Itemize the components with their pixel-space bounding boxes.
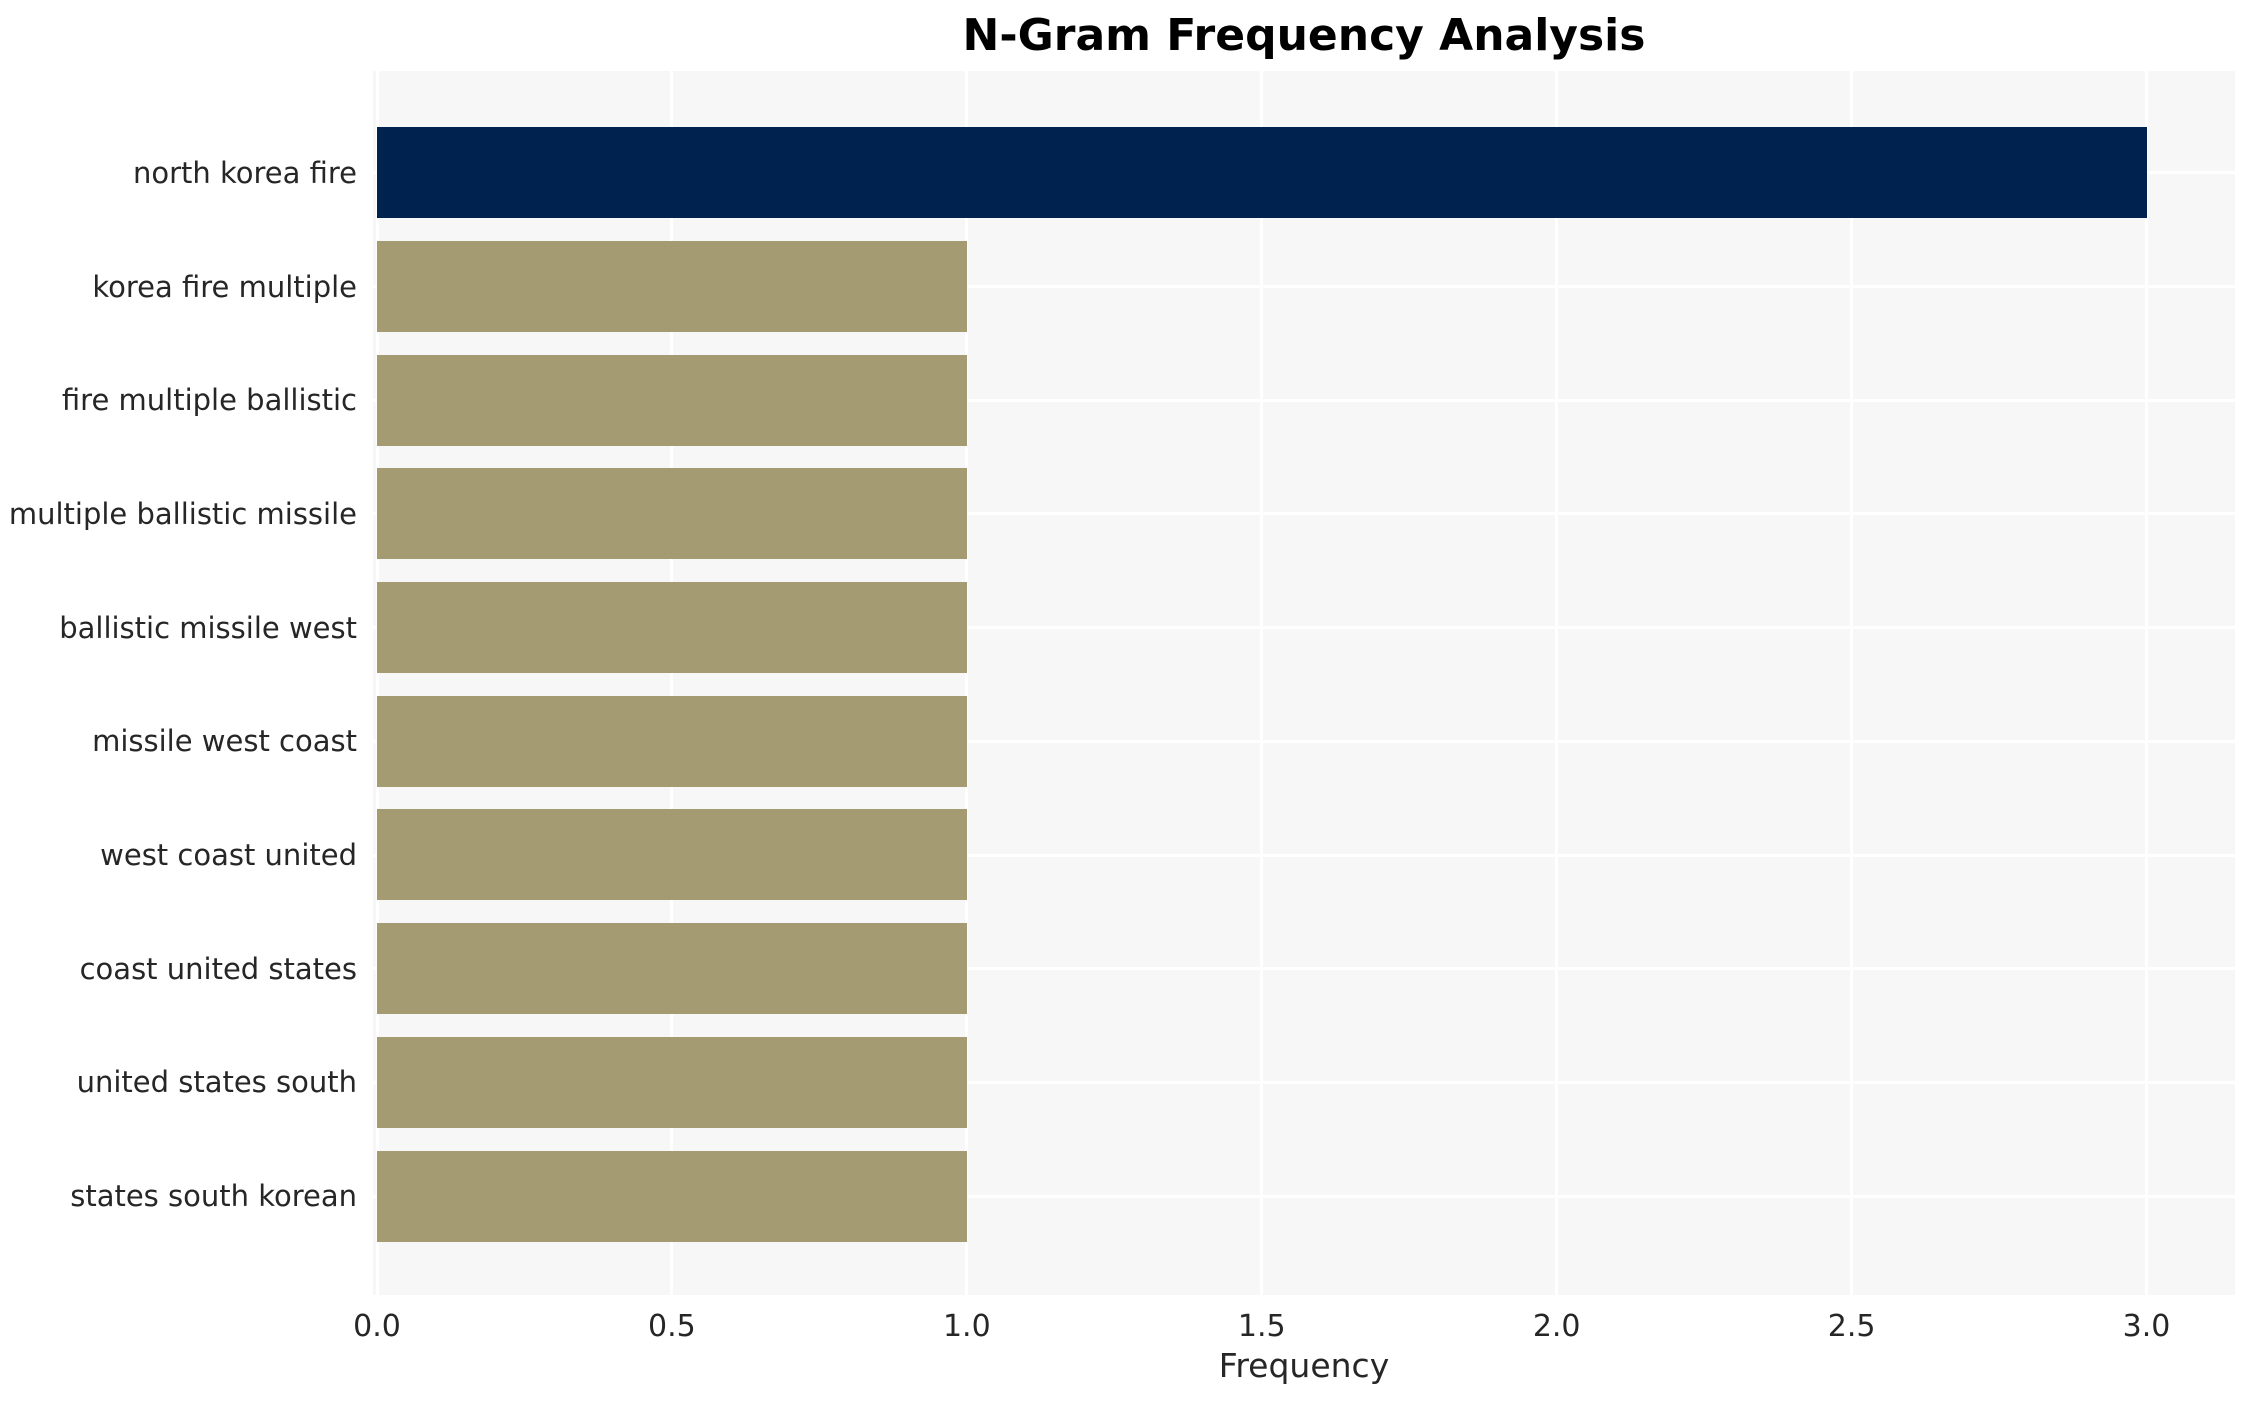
gridline-horizontal xyxy=(373,512,2235,516)
bar-row: multiple ballistic missile xyxy=(0,457,2235,571)
gridline-vertical xyxy=(1850,71,1854,1295)
y-tick-label: ballistic missile west xyxy=(59,610,357,645)
gridline-vertical xyxy=(375,71,379,1295)
bar xyxy=(377,809,967,901)
bar xyxy=(377,127,2147,219)
bar-row: ballistic missile west xyxy=(0,571,2235,685)
x-axis-ticks: 0.0 0.5 1.0 1.5 2.0 2.5 3.0 xyxy=(0,1310,2253,1350)
bar-rows: north korea fire korea fire multiple fire … xyxy=(0,71,2235,1295)
bar xyxy=(377,1036,967,1128)
y-tick-label: korea fire multiple xyxy=(92,269,357,304)
bar-row: fire multiple ballistic xyxy=(0,343,2235,457)
bar-row: north korea fire xyxy=(0,116,2235,230)
bar-row: korea fire multiple xyxy=(0,230,2235,344)
bar-row: missile west coast xyxy=(0,684,2235,798)
gridline-horizontal xyxy=(373,967,2235,971)
chart-title: N-Gram Frequency Analysis xyxy=(962,10,1646,61)
bar-row: coast united states xyxy=(0,912,2235,1026)
gridline-vertical xyxy=(965,71,969,1295)
bar-row: united states south xyxy=(0,1026,2235,1140)
x-tick-label: 3.0 xyxy=(2122,1309,2171,1344)
bar xyxy=(377,468,967,560)
y-tick-label: states south korean xyxy=(70,1179,357,1214)
y-tick-label: north korea fire xyxy=(132,155,357,190)
bar xyxy=(377,354,967,446)
gridline-vertical xyxy=(670,71,674,1295)
x-tick-label: 1.0 xyxy=(942,1309,991,1344)
gridline-horizontal xyxy=(373,1194,2235,1198)
y-tick-label: missile west coast xyxy=(92,724,357,759)
bar xyxy=(377,241,967,333)
y-tick-label: coast united states xyxy=(79,951,357,986)
gridline-horizontal xyxy=(373,853,2235,857)
y-tick-label: united states south xyxy=(76,1065,357,1100)
x-tick-label: 2.5 xyxy=(1827,1309,1876,1344)
gridline-horizontal xyxy=(373,626,2235,630)
bar xyxy=(377,1150,967,1242)
y-tick-label: west coast united xyxy=(100,837,357,872)
x-axis-title: Frequency xyxy=(1218,1346,1390,1385)
x-tick-label: 0.5 xyxy=(648,1309,696,1344)
gridline-vertical xyxy=(2145,71,2149,1295)
bar xyxy=(377,695,967,787)
y-tick-label: multiple ballistic missile xyxy=(8,496,357,531)
bar xyxy=(377,923,967,1015)
bar xyxy=(377,582,967,674)
gridline-horizontal xyxy=(373,739,2235,743)
gridline-horizontal xyxy=(373,1080,2235,1084)
gridline-horizontal xyxy=(373,398,2235,402)
gridline-vertical xyxy=(1260,71,1264,1295)
x-tick-label: 0.0 xyxy=(353,1309,401,1344)
bar-row: states south korean xyxy=(0,1139,2235,1253)
y-tick-label: fire multiple ballistic xyxy=(61,383,357,418)
x-tick-label: 2.0 xyxy=(1532,1309,1581,1344)
x-tick-label: 1.5 xyxy=(1237,1309,1286,1344)
gridline-horizontal xyxy=(373,285,2235,289)
bar-row: west coast united xyxy=(0,798,2235,912)
gridline-vertical xyxy=(1555,71,1559,1295)
